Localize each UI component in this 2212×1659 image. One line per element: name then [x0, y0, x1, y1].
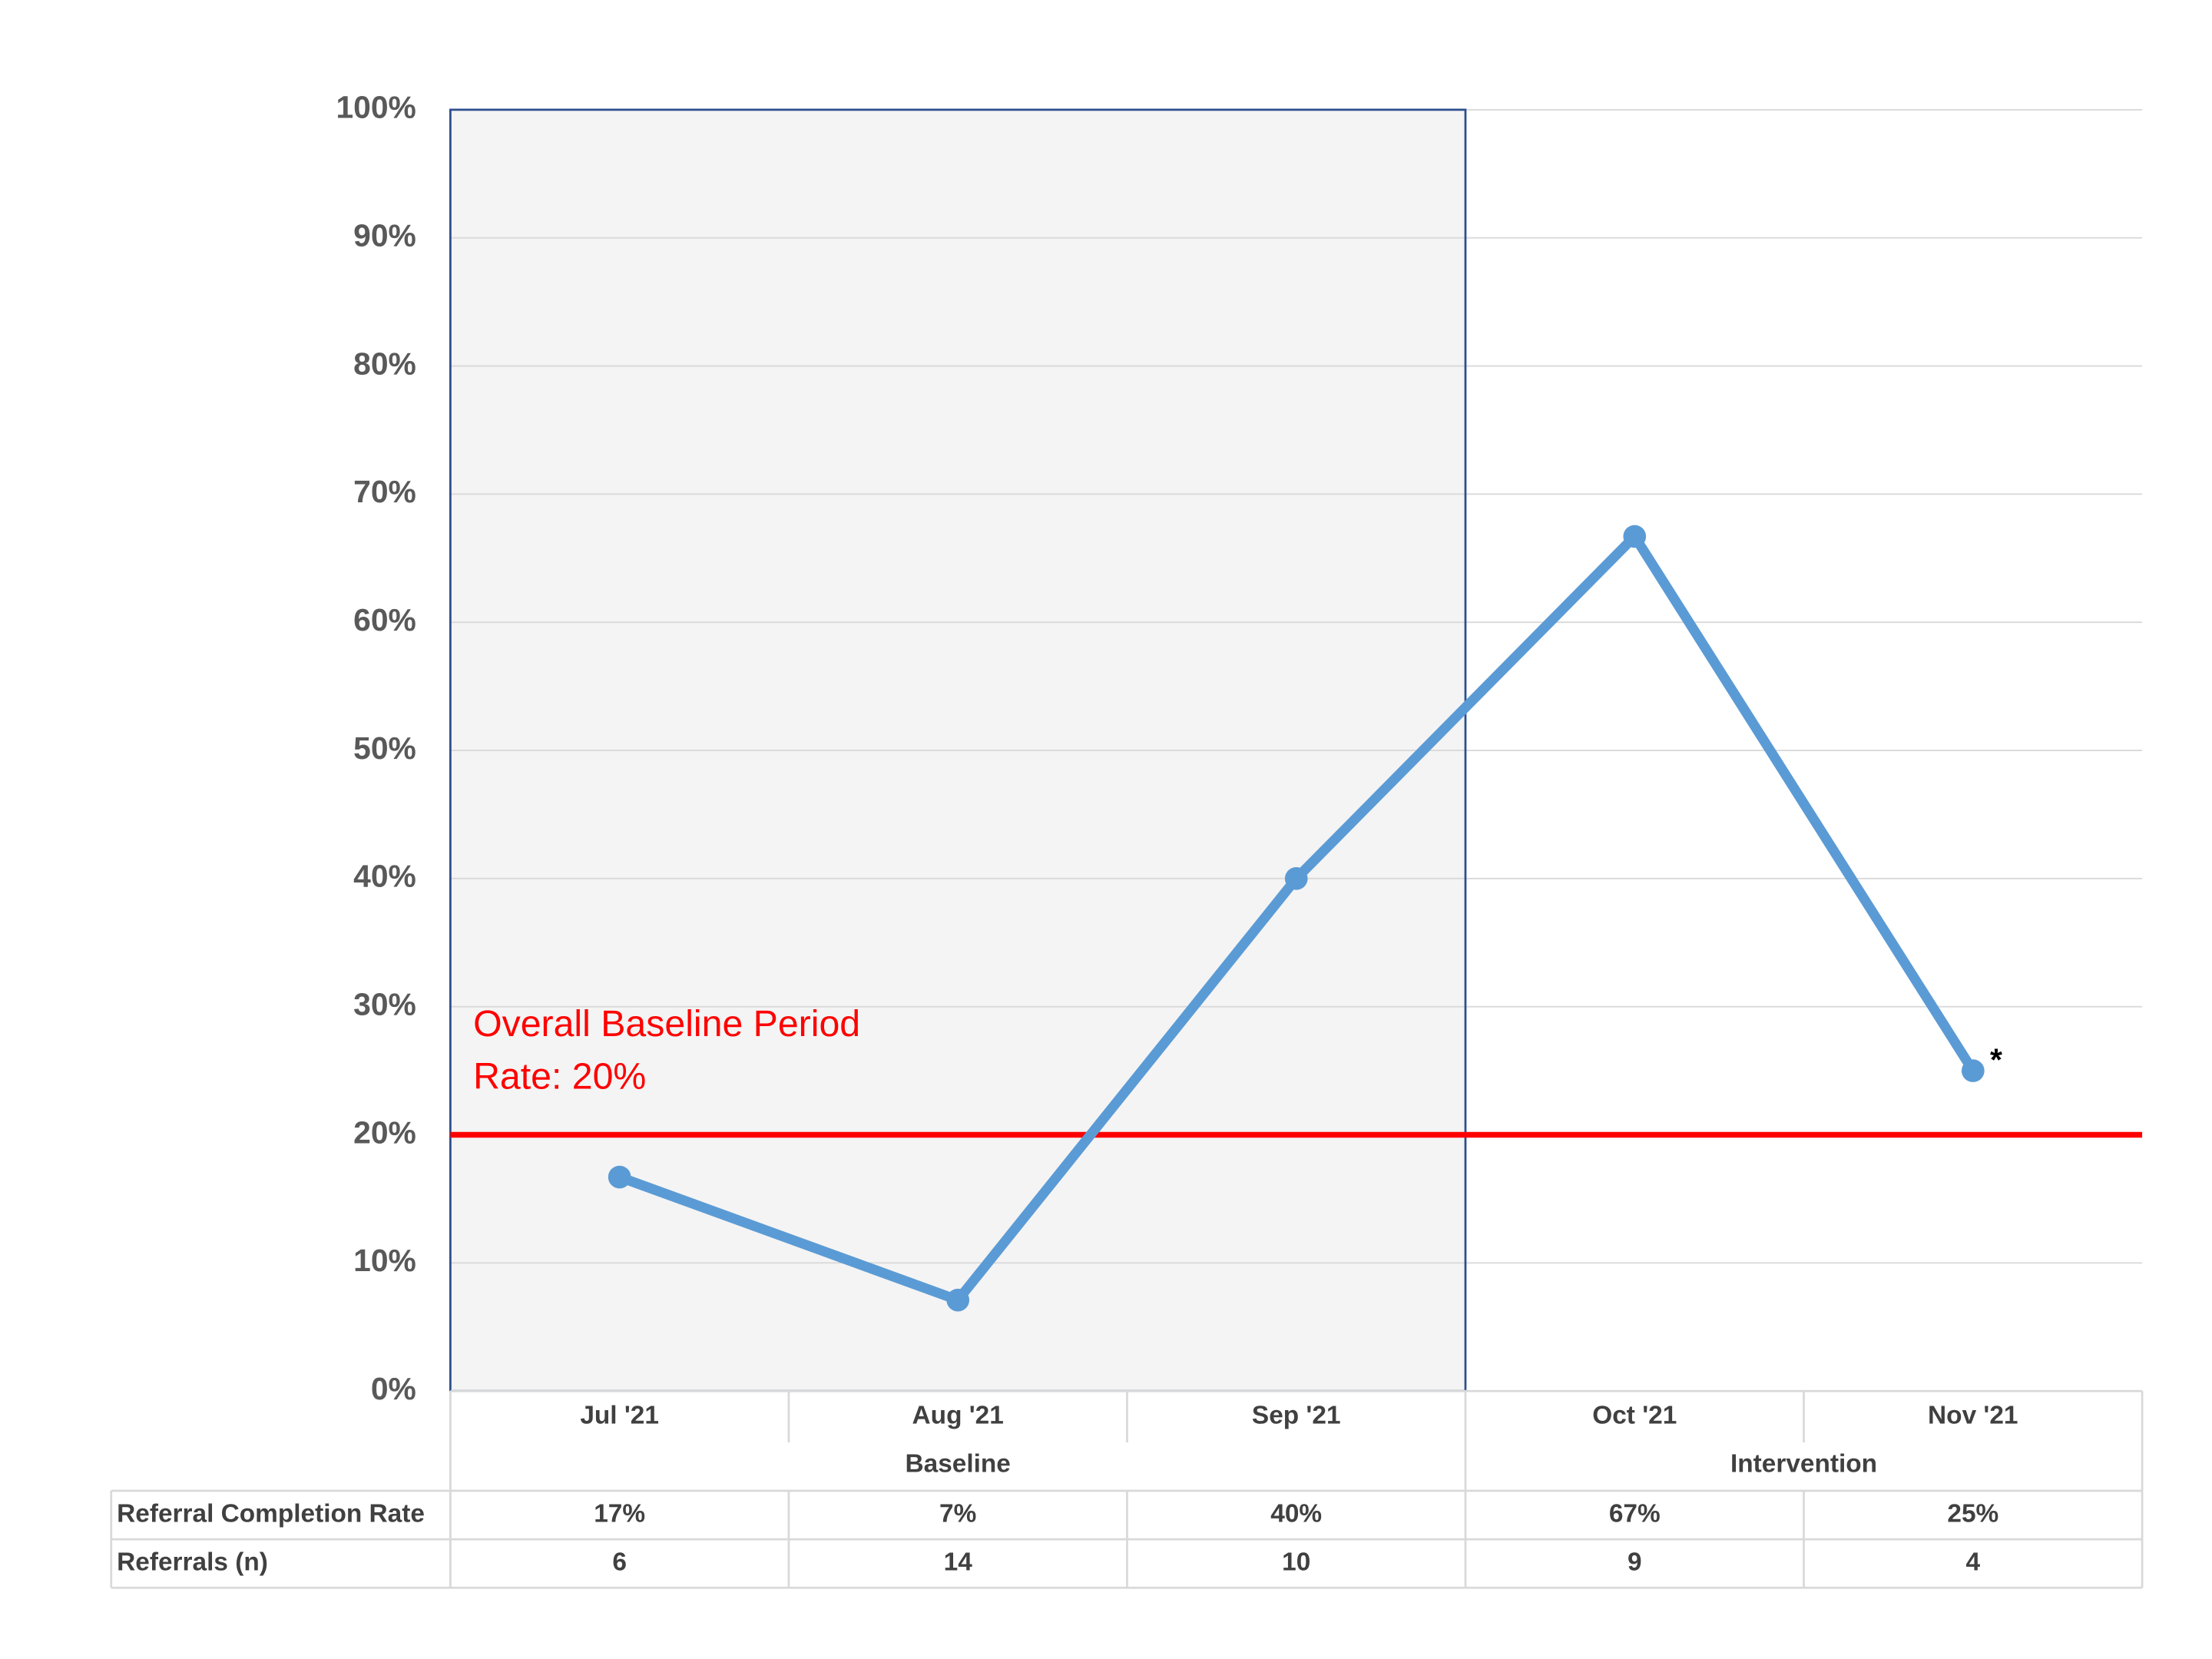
table-cell: 14	[944, 1548, 973, 1576]
table-cell: 67%	[1609, 1499, 1661, 1528]
point	[1961, 1059, 1985, 1082]
table-cell: 7%	[939, 1499, 976, 1528]
y-tick-label: 60%	[353, 602, 416, 637]
table-cell: 6	[612, 1548, 627, 1576]
row-label: Referrals (n)	[117, 1548, 268, 1576]
y-tick-label: 80%	[353, 346, 416, 381]
y-tick-label: 100%	[336, 90, 416, 125]
phase-label: Baseline	[906, 1449, 1011, 1478]
x-tick-label: Jul '21	[580, 1401, 659, 1429]
y-tick-label: 30%	[353, 986, 416, 1022]
x-tick-label: Nov '21	[1928, 1401, 2018, 1429]
table-cell: 17%	[594, 1499, 645, 1528]
table-cell: 9	[1628, 1548, 1642, 1576]
table-cell: 10	[1282, 1548, 1310, 1576]
y-tick-label: 40%	[353, 859, 416, 894]
reference-label: Rate: 20%	[473, 1055, 646, 1097]
y-tick-label: 10%	[353, 1243, 416, 1278]
phase-label: Intervention	[1730, 1449, 1877, 1478]
y-tick-label: 20%	[353, 1114, 416, 1150]
table-cell: 40%	[1270, 1499, 1322, 1528]
y-tick-label: 50%	[353, 730, 416, 766]
table-cell: 25%	[1947, 1499, 1998, 1528]
y-tick-label: 70%	[353, 474, 416, 509]
point	[1284, 866, 1308, 890]
row-label: Referral Completion Rate	[117, 1499, 425, 1528]
reference-label: Overall Baseline Period	[473, 1003, 860, 1045]
point	[1623, 525, 1647, 548]
point	[608, 1165, 631, 1189]
point	[946, 1288, 970, 1312]
y-tick-label: 90%	[353, 217, 416, 253]
point-note: *	[1990, 1042, 2002, 1078]
x-tick-label: Oct '21	[1592, 1401, 1677, 1429]
y-tick-label: 0%	[371, 1371, 416, 1406]
x-tick-label: Sep '21	[1252, 1401, 1341, 1429]
table-cell: 4	[1966, 1548, 1981, 1576]
x-tick-label: Aug '21	[912, 1401, 1004, 1429]
